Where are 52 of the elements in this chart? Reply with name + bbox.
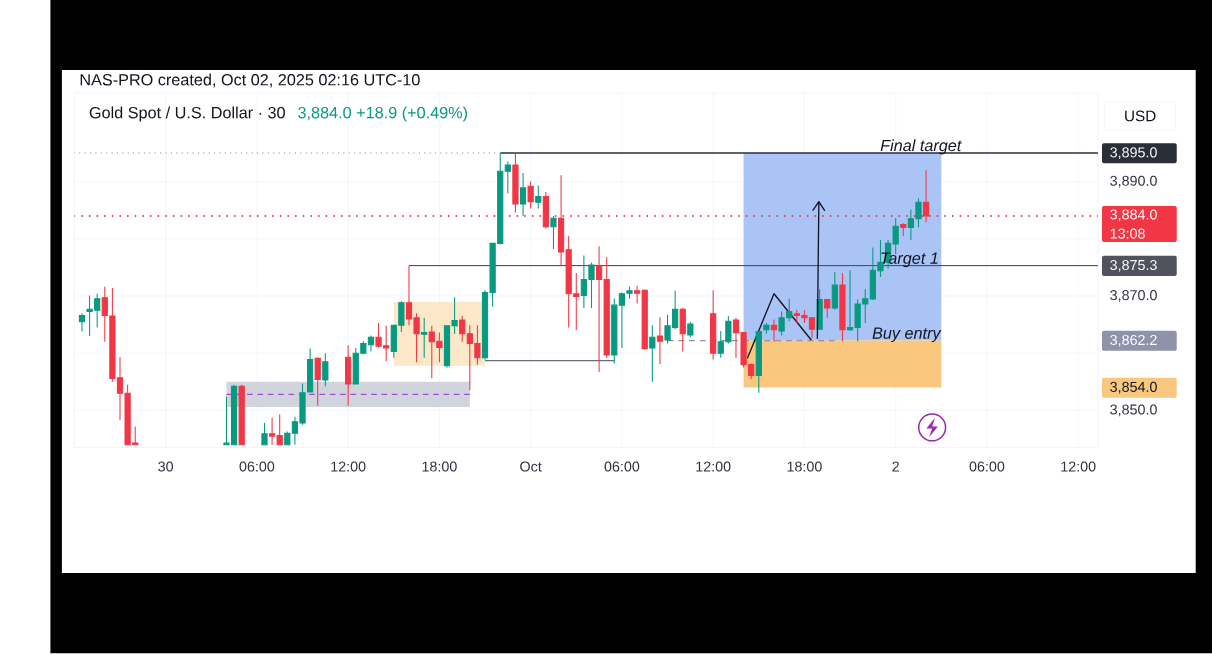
y-axis-title: USD [1125, 110, 1156, 122]
x-tick-label: 18:00 [422, 461, 457, 472]
candlestick [512, 153, 519, 214]
x-tick-label: 2 [892, 461, 899, 472]
candlestick [656, 316, 664, 365]
x-tick-label: 12:00 [331, 461, 366, 472]
candlestick [679, 307, 686, 353]
candlestick [314, 356, 321, 407]
x-tick-label: 06:00 [604, 461, 640, 472]
text: Gold Spot / U.S. Dollar · 30 [89, 106, 285, 122]
candlestick [542, 191, 549, 230]
x-tick-label: 06:00 [239, 461, 275, 472]
candlestick [322, 352, 329, 388]
annotation: Buy entry [872, 327, 942, 343]
candlestick [831, 271, 838, 311]
annotation: Final target [880, 139, 962, 155]
candlestick [535, 185, 542, 210]
text: 3,884.0 +18.9 (+0.49%) [298, 106, 468, 122]
data-label: 3,875.3 [1110, 260, 1157, 272]
y-tick-label: 3,850.0 [1110, 404, 1157, 417]
candlestick [649, 324, 656, 383]
data-label: 3,895.0 [1110, 147, 1157, 160]
candlestick [78, 312, 86, 333]
candlestick [755, 331, 762, 394]
candlestick [770, 319, 778, 343]
y-tick-label: 3,890.0 [1110, 175, 1157, 188]
candlestick [550, 215, 557, 250]
text: NAS-PRO created, Oct 02, 2025 02:16 UTC-10 [80, 73, 420, 88]
candlestick [261, 422, 268, 446]
y-tick-label: 3,870.0 [1110, 290, 1157, 303]
candlestick [527, 181, 534, 210]
x-tick-label: 18:00 [787, 461, 822, 472]
candlestick [459, 315, 466, 343]
x-tick-label: 12:00 [696, 461, 731, 472]
candlestick [824, 298, 831, 319]
y-tick-label: 3,854.0 [1110, 381, 1157, 394]
candlestick [763, 322, 770, 335]
candlestick [710, 289, 717, 361]
candlestick [504, 161, 511, 195]
candlestick [421, 317, 428, 359]
candlestick [238, 384, 245, 446]
candlestick [687, 321, 694, 338]
y-tick-label: 3,862.2 [1110, 335, 1157, 347]
candlestick [900, 223, 907, 237]
candlestick [519, 172, 527, 217]
candlestick [839, 272, 846, 342]
ref-line-label: 3,884.0 13:08 [1110, 209, 1157, 239]
candlestick [345, 344, 352, 407]
x-tick-label: 12:00 [1061, 461, 1096, 472]
x-tick-label: 06:00 [969, 461, 1005, 472]
x-tick-label: 30 [158, 461, 174, 472]
x-tick-label: Oct [520, 461, 542, 472]
